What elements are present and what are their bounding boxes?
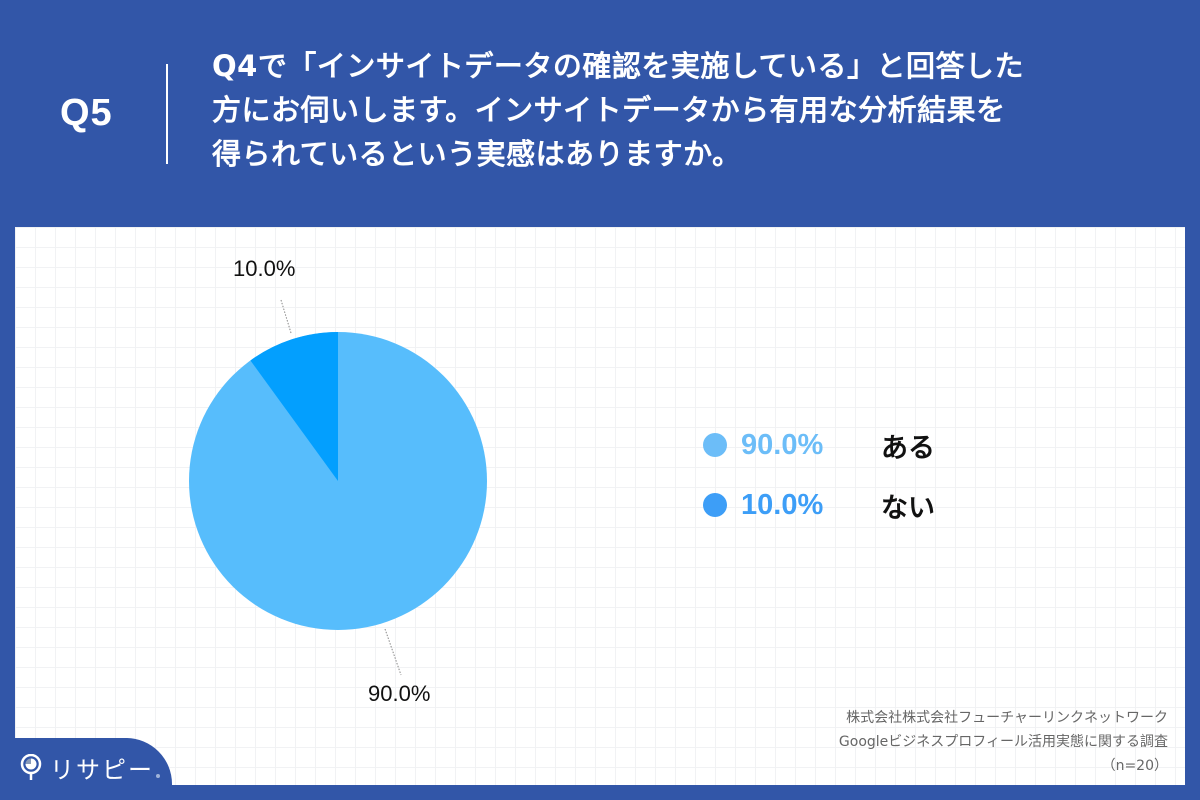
slice-label-nai: 10.0% <box>233 256 296 281</box>
logo: リサピー <box>20 750 160 785</box>
header-divider <box>166 64 168 164</box>
header: Q5 Q4で「インサイトデータの確認を実施している」と回答した 方にお伺いします… <box>0 0 1200 227</box>
leader-line-nai <box>280 299 292 334</box>
legend-dot-icon <box>703 493 727 517</box>
legend-item-nai: 10.0% ない <box>690 475 935 535</box>
pin-pie-icon <box>20 753 42 780</box>
source-line: 株式会社株式会社フューチャーリンクネットワーク <box>846 710 1168 726</box>
legend-dot-icon <box>703 433 727 457</box>
source-line: （n=20） <box>1101 758 1168 774</box>
question-line: 得られているという実感はありますか。 <box>212 137 742 171</box>
logo-tab <box>0 738 172 800</box>
question-line: 方にお伺いします。インサイトデータから有用な分析結果を <box>212 93 1006 127</box>
slice-label-aru: 90.0% <box>368 681 431 706</box>
legend-item-aru: 90.0% ある <box>690 415 935 475</box>
question-text: Q4で「インサイトデータの確認を実施している」と回答した 方にお伺いします。イン… <box>212 44 1172 176</box>
chart-legend: 90.0% ある 10.0% ない <box>690 415 935 535</box>
source-line: Googleビジネスプロフィール活用実態に関する調査 <box>838 734 1168 750</box>
legend-pct: 90.0% <box>741 428 824 461</box>
question-number: Q5 <box>60 92 113 134</box>
logo-dot <box>156 773 160 778</box>
pie-slice-nai <box>250 332 338 481</box>
legend-label: ある <box>881 432 935 464</box>
question-line: Q4で「インサイトデータの確認を実施している」と回答した <box>212 49 1024 83</box>
legend-pct: 10.0% <box>741 488 824 521</box>
leader-line-aru <box>384 628 402 676</box>
logo-text: リサピー <box>50 756 154 784</box>
source-note: 株式会社株式会社フューチャーリンクネットワーク Googleビジネスプロフィール… <box>839 706 1168 778</box>
legend-label: ない <box>881 492 935 524</box>
